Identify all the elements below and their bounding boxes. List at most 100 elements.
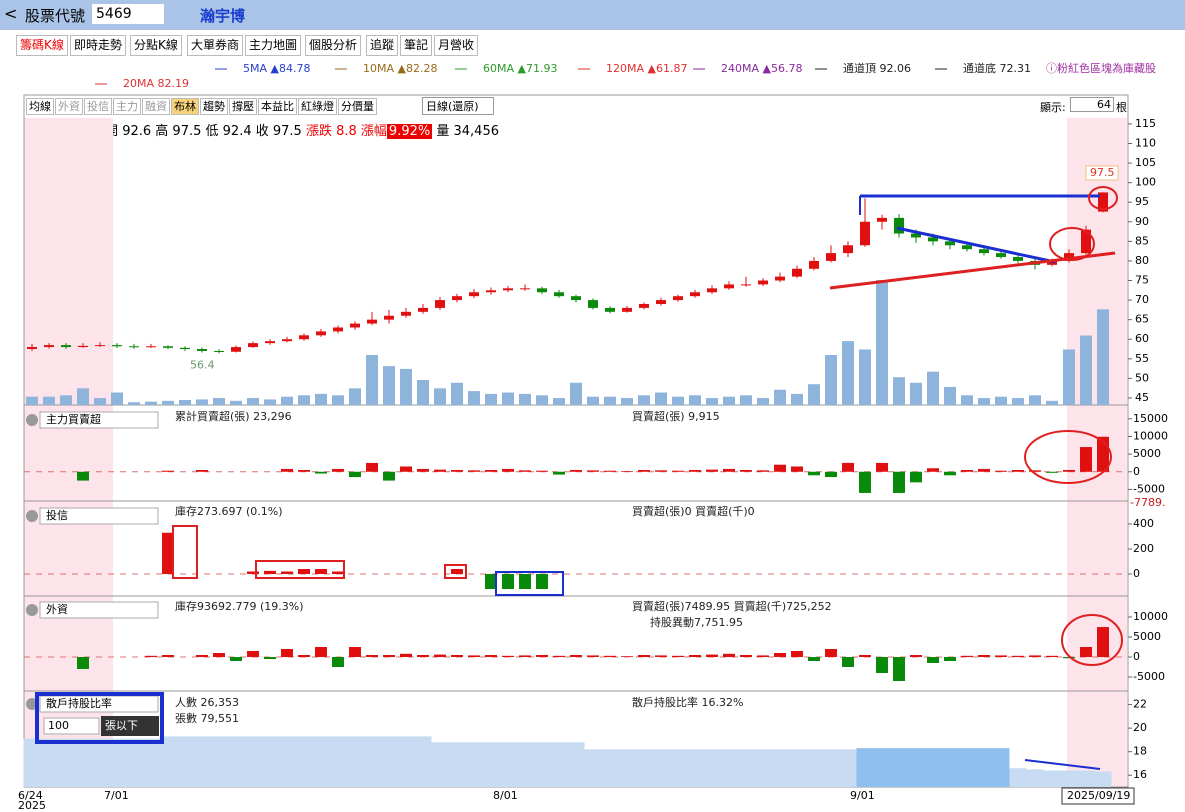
tab[interactable]: 筆記 [400,35,433,56]
volume-bar [944,386,956,405]
candle-body [333,327,343,332]
area-step [142,738,160,787]
bar [587,470,599,472]
tool-button[interactable]: 外資 [55,98,83,115]
bar [1080,447,1092,472]
y-tick-label: 0 [1133,465,1140,478]
bar [876,462,888,472]
bar [1097,627,1109,657]
panel-text: 買賣超(張) 9,915 [632,409,720,423]
tab[interactable]: 籌碼K線 [16,35,68,56]
tab[interactable]: 大單券商 [187,35,244,56]
period[interactable]: 日線(還原) [422,97,494,115]
notice-text: 粉紅色區塊為庫藏股 [1057,62,1156,75]
bar [910,655,922,657]
bar [774,653,786,657]
tool-button[interactable]: 分價量 [338,98,377,115]
panel-text: 人數 26,353 [175,696,239,709]
area-step [329,736,347,787]
tool-button[interactable]: 投信 [84,98,112,115]
annotation [1024,759,1101,770]
y-tick-label: 0 [1133,650,1140,663]
stock-name: 瀚宇博 [200,7,246,25]
candle-body [503,288,513,291]
tool-button[interactable]: 紅綠燈 [298,98,337,115]
volume-bar [706,398,718,405]
tab[interactable]: 主力地圖 [245,35,302,56]
code-input[interactable]: 5469 [92,4,164,24]
bar [689,655,701,657]
bar [502,468,514,472]
area-step [465,742,483,787]
volume-bar [26,396,38,405]
volume-bar [60,395,72,405]
area-step [40,738,58,787]
close: 收 97.5 [255,124,302,139]
candle-body [401,311,411,316]
tab[interactable]: 個股分析 [305,35,362,56]
volume-bar [978,398,990,405]
date-box [1061,787,1135,805]
area-step [244,736,262,787]
tool-button[interactable]: 融資 [142,98,170,115]
bar [910,471,922,483]
candle-body [214,350,224,352]
display-label: 顯示: [1040,101,1066,114]
high: 高 97.5 [155,124,202,139]
bar [145,655,157,657]
volume-bar [315,393,327,405]
volume-bar [1046,400,1058,405]
area-step [91,738,109,787]
bar [961,655,973,657]
bar [978,468,990,472]
area-step [397,736,415,787]
unit-box [101,716,159,736]
candle-body [1098,192,1108,212]
tool-button[interactable]: 均線 [26,98,54,115]
tool-button[interactable]: 布林 [171,98,199,115]
area-step [363,736,381,787]
bar [791,651,803,657]
tab[interactable]: 即時走勢 [70,35,127,56]
price-tag [1085,165,1119,181]
back[interactable]: < [4,4,18,23]
bar [536,574,548,589]
volume-bar [485,393,497,405]
candle-body [435,300,445,308]
area-step [822,749,840,787]
tool-button[interactable]: 趨勢 [200,98,228,115]
bar [893,471,905,493]
bar [689,470,701,472]
y-tick-label: 0 [1133,567,1140,580]
area-step [346,736,364,787]
x-tick-label: 2025/09/19 [1067,789,1130,802]
volume-bar [655,392,667,405]
panel-select [39,507,159,525]
volume-bar [740,395,752,405]
bar [485,574,497,589]
bar [196,655,208,657]
candle-body [95,345,105,347]
tab[interactable]: 追蹤 [366,35,399,56]
change-pct-label: 漲幅 [360,124,387,139]
tool-button[interactable]: 主力 [113,98,141,115]
y-tick-label: 200 [1133,542,1154,555]
tab[interactable]: 月營收 [434,35,479,56]
bar [536,470,548,472]
bar [298,655,310,657]
candle-body [299,335,309,340]
bar [604,470,616,472]
tab[interactable]: 分點K線 [130,35,182,56]
panel-text: 散戶持股比率 16.32% [632,695,743,709]
display-count[interactable]: 64 [1070,97,1114,112]
area-step [516,742,534,787]
tool-button[interactable]: 本益比 [258,98,297,115]
bar [162,470,174,472]
bar [315,471,327,474]
volume-bar [111,392,123,405]
area-step [261,736,279,787]
x-tick-label: 6/24 [18,789,43,802]
candle-body [265,341,275,344]
area-step [856,748,874,787]
tool-button[interactable]: 撐壓 [229,98,257,115]
